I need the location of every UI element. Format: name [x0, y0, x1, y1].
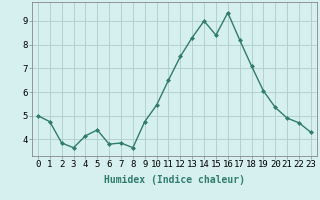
X-axis label: Humidex (Indice chaleur): Humidex (Indice chaleur) [104, 175, 245, 185]
